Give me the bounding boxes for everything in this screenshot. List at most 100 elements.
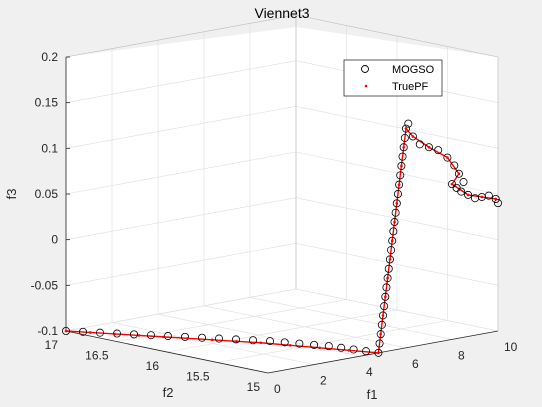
point-truepf-17 [388,258,392,261]
point-truepf-11 [347,349,351,352]
point-truepf-19 [393,220,396,224]
grid-line-y-floor-4 [65,288,297,332]
point-mogso-17 [337,343,346,352]
point-mogso-30 [385,255,394,264]
x-tick-label-4: 8 [458,348,465,362]
point-mogso-56 [457,187,466,196]
point-mogso-15 [310,340,319,349]
series-layer [62,119,502,357]
point-truepf-24 [404,127,408,130]
y-tick-label-0: 15 [247,380,261,394]
point-mogso-52 [454,169,463,178]
point-truepf-18 [390,239,394,243]
legend-marker-truepf [364,84,368,88]
point-truepf-23 [402,145,406,149]
point-mogso-48 [424,143,433,152]
point-truepf-7 [235,339,238,343]
point-truepf-30 [466,193,470,197]
point-mogso-57 [464,190,473,199]
point-mogso-53 [459,178,468,187]
point-mogso-27 [382,283,391,292]
point-truepf-15 [384,295,387,299]
point-mogso-23 [377,320,386,329]
point-mogso-62 [493,199,502,208]
point-mogso-13 [280,338,289,347]
point-truepf-26 [427,145,431,149]
point-mogso-5 [146,331,155,340]
point-mogso-1 [79,327,88,336]
grid-line-z-1 [65,243,297,286]
point-mogso-6 [163,332,172,341]
point-mogso-4 [129,330,138,339]
y-tick-label-4: 17 [45,338,59,352]
z-tick-label-6: 0.2 [41,50,58,64]
point-mogso-36 [392,199,401,208]
point-mogso-18 [349,345,358,354]
point-truepf-32 [494,197,498,201]
x-tick-label-2: 4 [366,365,373,379]
point-mogso-29 [384,264,393,273]
x-tick-label-3: 6 [412,357,419,371]
point-mogso-16 [324,342,333,351]
z-tick-label-3: 0.05 [35,187,59,201]
z-axis-label: f3 [4,189,19,200]
point-mogso-21 [375,339,384,348]
edge-top-back-right [295,14,499,58]
point-mogso-33 [389,227,398,236]
point-truepf-16 [386,276,389,280]
y-tick-label-3: 16.5 [85,349,109,363]
point-truepf-0 [64,329,68,333]
point-mogso-50 [443,153,452,162]
point-mogso-19 [361,347,370,356]
edge-y-front [65,330,269,374]
point-mogso-7 [180,332,189,341]
point-truepf-4 [162,335,165,339]
z-axis-ticks: -0.1 -0.05 0 0.05 0.1 0.15 0.2 [31,50,70,338]
point-mogso-43 [400,133,409,142]
x-tick-label-0: 0 [274,382,281,396]
point-mogso-2 [96,328,105,337]
point-mogso-60 [484,191,493,200]
point-mogso-3 [113,329,122,338]
point-truepf-27 [446,156,449,159]
point-truepf-5 [186,337,190,340]
point-truepf-10 [318,346,321,350]
point-mogso-24 [378,311,387,320]
point-mogso-10 [231,335,240,344]
z-tick-label-4: 0.1 [41,141,58,155]
legend-marker-mogso [361,65,369,73]
grid-line-z-4 [65,106,297,149]
point-mogso-32 [388,236,397,245]
point-mogso-42 [399,143,408,152]
point-truepf-2 [113,332,116,336]
point-truepf-13 [379,332,383,336]
point-mogso-31 [387,246,396,255]
point-truepf-3 [137,334,141,337]
z-tick-label-0: -0.1 [37,324,58,338]
legend: MOGSO TruePF [343,59,443,97]
point-mogso-34 [390,218,399,227]
back-wall-left [66,27,296,331]
grid-line-y-floor-2 [166,309,398,353]
point-truepf-21 [397,183,401,186]
point-truepf-6 [210,338,214,342]
point-mogso-14 [295,339,304,348]
legend-label-truepf: TruePF [392,81,429,93]
point-truepf-28 [457,172,461,176]
x-tick-label-1: 2 [320,374,327,388]
point-truepf-22 [400,164,403,168]
point-mogso-22 [376,330,385,339]
z-tick-label-5: 0.15 [35,96,59,110]
point-mogso-0 [62,326,71,335]
floor-panel [66,297,498,373]
point-mogso-11 [248,336,257,345]
grid-line-z-2 [65,197,297,240]
point-truepf-8 [259,341,263,345]
point-truepf-31 [480,195,484,199]
point-mogso-46 [408,132,417,141]
point-mogso-55 [447,180,456,189]
x-tick-label-5: 10 [504,340,518,354]
grid-line-z-5 [65,60,297,103]
z-tick-label-2: 0 [51,233,58,247]
y-tick-label-1: 15.5 [186,370,210,384]
